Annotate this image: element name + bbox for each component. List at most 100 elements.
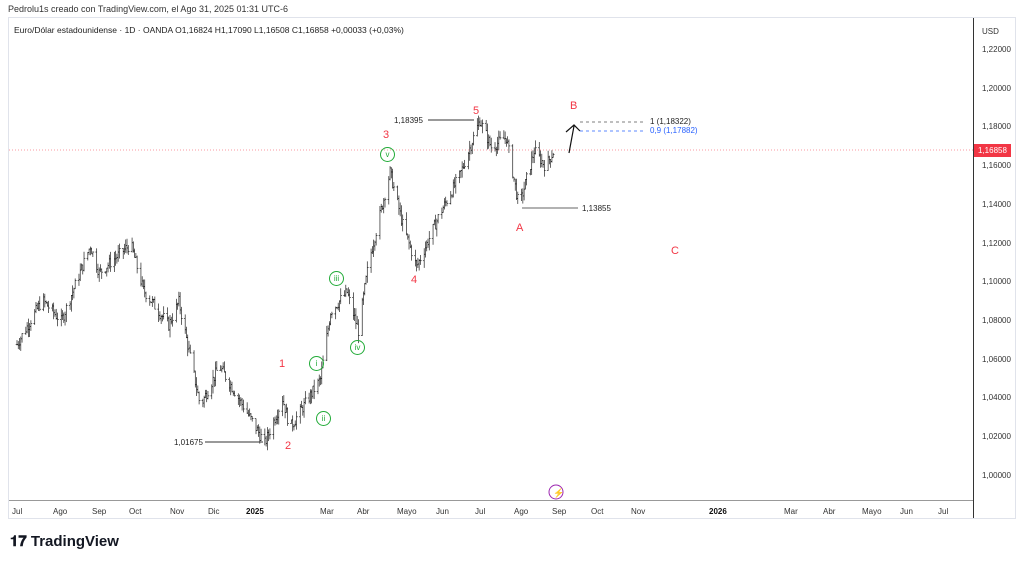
ohlc-bar — [169, 316, 173, 325]
ohlc-bar — [400, 205, 403, 227]
ohlc-bar — [298, 403, 302, 424]
ohlc-bar — [65, 303, 68, 323]
ohlc-bar — [109, 251, 112, 272]
ohlc-bar — [106, 262, 110, 273]
time-tick-label: Ago — [514, 507, 529, 516]
ohlc-bar — [254, 418, 258, 435]
ohlc-bar — [319, 376, 322, 386]
ohlc-bar — [281, 396, 284, 417]
ohlc-bar — [468, 140, 472, 161]
price-chart[interactable]: ⚡ — [0, 0, 973, 500]
ohlc-bar — [130, 237, 134, 253]
ohlc-bar — [390, 167, 393, 179]
ohlc-bar — [551, 152, 555, 158]
ohlc-bar — [245, 402, 249, 414]
ohlc-bar — [168, 315, 172, 338]
ohlc-bar — [166, 307, 169, 322]
ohlc-bar — [63, 311, 67, 326]
wave-2-label: 2 — [285, 440, 292, 452]
price-tick-label: 1,20000 — [982, 83, 1011, 93]
ohlc-bar — [440, 207, 444, 219]
ohlc-bar — [286, 407, 289, 426]
ohlc-bar — [336, 302, 340, 311]
ohlc-bar — [51, 303, 54, 312]
ohlc-bar — [274, 415, 278, 425]
ohlc-bar — [326, 325, 330, 337]
ohlc-bar — [282, 395, 286, 406]
ohlc-bar — [38, 296, 42, 312]
ohlc-bar — [494, 146, 498, 157]
svg-text:⚡: ⚡ — [553, 487, 564, 499]
ohlc-bar — [435, 218, 439, 237]
ohlc-bar — [162, 306, 165, 320]
time-tick-label: Jun — [900, 507, 913, 516]
ohlc-bar — [427, 231, 431, 251]
ohlc-bar — [476, 118, 479, 137]
ohlc-bar — [436, 213, 440, 224]
ohlc-bar — [344, 284, 348, 298]
ohlc-bar — [470, 142, 474, 154]
ohlc-bar — [116, 244, 120, 262]
ohlc-bar — [90, 247, 93, 255]
ohlc-bar — [434, 214, 437, 230]
arrow-up-icon — [565, 124, 581, 154]
ohlc-bar — [283, 404, 287, 419]
wave-4-label: 4 — [411, 274, 418, 286]
ohlc-bar — [300, 400, 303, 408]
ohlc-bar — [309, 389, 312, 405]
ohlc-bar — [441, 205, 445, 213]
ohlc-bar — [97, 267, 101, 282]
ohlc-bar — [378, 206, 382, 240]
ohlc-bar — [330, 311, 334, 319]
ohlc-bar — [407, 234, 411, 250]
ohlc-bar — [86, 251, 90, 261]
ohlc-bar — [472, 131, 475, 146]
ohlc-bar — [125, 238, 129, 254]
ohlc-bar — [142, 279, 145, 290]
time-tick-label: Sep — [552, 507, 567, 516]
ohlc-bar — [354, 308, 358, 330]
ohlc-bar — [237, 393, 240, 405]
ohlc-bar — [317, 374, 321, 387]
ohlc-bar — [250, 416, 254, 422]
time-tick-label: Mar — [320, 507, 334, 516]
ohlc-bar — [467, 151, 470, 170]
price-tick-label: 1,12000 — [982, 238, 1011, 248]
ohlc-bar — [549, 159, 552, 168]
ohlc-bar — [34, 301, 38, 314]
ohlc-bar — [224, 371, 227, 382]
price-tick-label: 1,14000 — [982, 199, 1011, 209]
ohlc-bar — [363, 282, 367, 296]
ohlc-bar — [68, 301, 72, 310]
ohlc-bar — [158, 311, 162, 321]
ohlc-bar — [206, 391, 210, 400]
ohlc-bar — [177, 291, 181, 307]
ohlc-bar — [416, 257, 420, 269]
price-tick-label: 1,18000 — [982, 122, 1011, 132]
ohlc-bar — [524, 179, 527, 190]
price-tick-label: 1,02000 — [982, 432, 1011, 441]
time-tick-label: Abr — [357, 507, 370, 516]
ohlc-bar — [515, 178, 518, 200]
ohlc-bar — [285, 403, 288, 413]
ohlc-bar — [220, 365, 224, 373]
chart-frame[interactable] — [8, 17, 1016, 519]
ohlc-bar — [197, 391, 201, 405]
ohlc-bar — [293, 420, 297, 427]
ohlc-bar — [422, 248, 426, 268]
ohlc-bar — [489, 137, 493, 153]
wave-3-label: 3 — [383, 129, 390, 141]
ohlc-bar — [153, 296, 157, 310]
ohlc-bar — [118, 243, 121, 259]
time-axis[interactable] — [9, 500, 973, 501]
ohlc-bar — [316, 378, 320, 395]
ohlc-bar — [277, 409, 281, 425]
ohlc-bar — [392, 181, 396, 191]
price-axis[interactable] — [973, 18, 974, 518]
ohlc-bar — [525, 171, 528, 186]
ohlc-bar — [543, 160, 546, 177]
ohlc-bar — [185, 326, 188, 339]
subwave-iii-label: iii — [329, 271, 344, 286]
tradingview-logo[interactable]: 𝟏𝟕 TradingView — [10, 533, 119, 550]
ohlc-bar — [46, 301, 49, 307]
